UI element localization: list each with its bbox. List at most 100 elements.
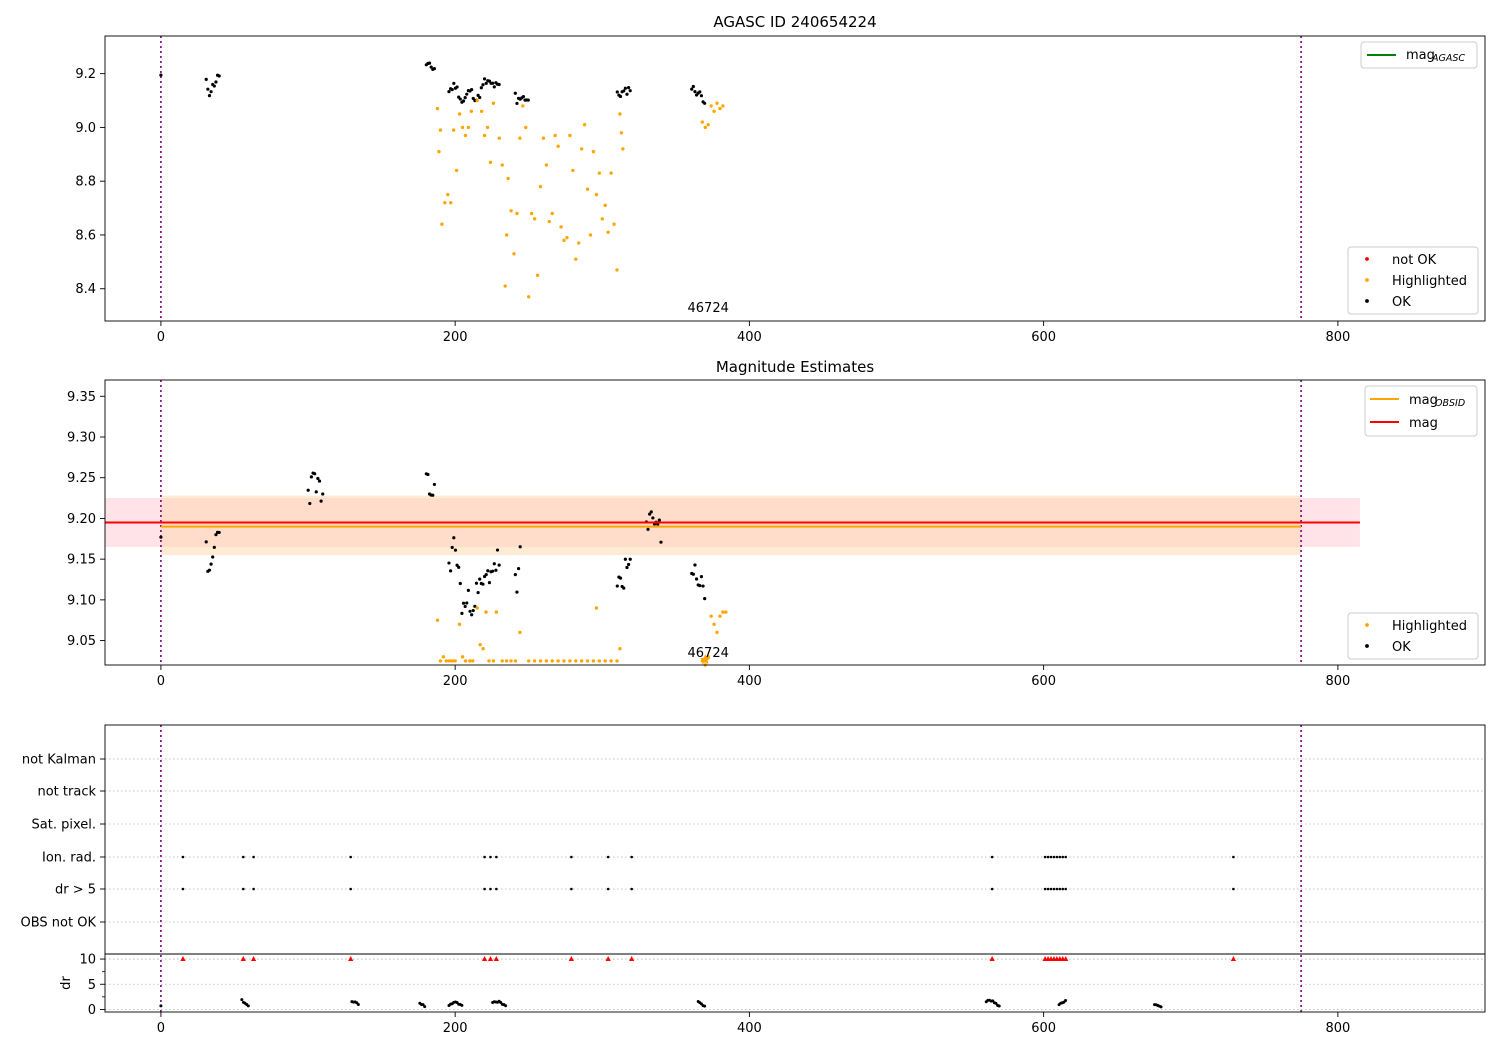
- dr-clipped-marker: [605, 956, 611, 962]
- flag-point: [1043, 855, 1047, 859]
- flag-point: [181, 855, 185, 859]
- flag-point: [1049, 855, 1053, 859]
- data-point: [469, 109, 474, 113]
- data-point: [646, 527, 650, 531]
- flag-point: [1052, 855, 1056, 859]
- flag-category-label: OBS not OK: [21, 916, 97, 931]
- data-point: [212, 545, 216, 549]
- data-point: [435, 618, 440, 622]
- data-point: [463, 133, 468, 138]
- data-point: [211, 555, 215, 559]
- dr-point: [1159, 1005, 1163, 1009]
- data-point: [612, 222, 616, 226]
- data-point: [515, 101, 519, 106]
- legend-label: not OK: [1392, 253, 1437, 268]
- data-point: [503, 284, 507, 288]
- data-point: [448, 569, 453, 573]
- flag-category-label: not Kalman: [22, 753, 96, 768]
- data-point: [698, 584, 702, 588]
- data-point: [494, 568, 498, 572]
- axes-frame: [104, 35, 1486, 322]
- y-tick-label: 10: [79, 953, 96, 968]
- series-highlighted: [435, 98, 725, 299]
- y-tick-label: 9.2: [75, 67, 96, 82]
- data-point: [509, 209, 513, 213]
- dr-point: [240, 998, 244, 1002]
- flag-point: [1055, 887, 1059, 891]
- data-point: [494, 610, 499, 614]
- data-point: [429, 65, 433, 69]
- data-point: [504, 233, 509, 237]
- data-point: [623, 86, 627, 90]
- dr-clipped-marker: [487, 956, 494, 962]
- data-point: [482, 133, 487, 138]
- data-point: [455, 85, 459, 89]
- data-point: [466, 125, 471, 130]
- dr-point: [460, 1003, 464, 1007]
- data-point: [308, 501, 312, 506]
- legend-points: Highlighted OK: [1347, 612, 1479, 660]
- data-point: [486, 569, 490, 573]
- data-point: [515, 211, 519, 216]
- dr-point: [423, 1005, 427, 1009]
- data-point: [451, 128, 456, 132]
- flag-point: [1043, 887, 1047, 891]
- data-point: [432, 66, 437, 71]
- dr-clipped-marker: [568, 956, 574, 962]
- series-ok: [159, 61, 707, 106]
- data-point: [597, 659, 602, 663]
- data-point: [594, 606, 599, 610]
- data-point: [565, 235, 569, 240]
- data-point: [571, 168, 575, 173]
- data-point: [457, 112, 462, 116]
- data-point: [447, 659, 451, 663]
- legend-label-subscript: AGASC: [1431, 53, 1465, 64]
- data-point: [463, 604, 467, 609]
- data-point: [479, 86, 483, 90]
- dr-clipped-marker: [989, 956, 995, 962]
- flag-point: [1232, 887, 1235, 891]
- data-point: [718, 614, 722, 618]
- panel-dr: 0 5 10 dr 0 200 400 600 800: [59, 953, 1486, 1036]
- data-point: [568, 133, 572, 138]
- legend-frame: [1347, 246, 1479, 315]
- dr-point: [703, 1004, 707, 1008]
- data-point: [529, 211, 534, 216]
- data-point: [591, 149, 596, 154]
- x-tick-label: 800: [1325, 674, 1350, 689]
- data-point: [484, 610, 488, 614]
- data-point: [491, 659, 496, 663]
- data-point: [693, 563, 697, 567]
- data-point: [513, 573, 517, 577]
- y-tick-label: 9.25: [67, 471, 96, 486]
- data-point: [618, 576, 623, 580]
- data-point: [470, 613, 474, 617]
- data-point: [588, 233, 593, 237]
- data-point: [618, 94, 623, 99]
- data-point: [458, 97, 462, 101]
- x-tick-label: 800: [1325, 1021, 1350, 1036]
- data-point: [457, 622, 462, 626]
- data-point: [463, 96, 467, 100]
- data-point: [481, 83, 485, 87]
- flag-point: [570, 887, 573, 891]
- magnitude-band: [160, 495, 1302, 556]
- data-point: [579, 147, 584, 151]
- data-point: [625, 92, 629, 96]
- data-point: [657, 518, 661, 522]
- data-point: [435, 106, 440, 111]
- flag-category-label: not track: [37, 785, 96, 800]
- flag-point: [990, 887, 994, 891]
- data-point: [538, 659, 543, 663]
- y-tick-label: 9.20: [67, 512, 96, 527]
- legend-marker: [1365, 257, 1369, 261]
- data-point: [495, 548, 500, 552]
- legend-marker: [1365, 299, 1369, 303]
- data-point: [619, 131, 624, 135]
- x-tick-label: 400: [737, 1021, 762, 1036]
- flag-point: [1055, 855, 1059, 859]
- data-point: [568, 659, 572, 663]
- data-point: [471, 659, 475, 663]
- data-point: [450, 659, 454, 663]
- x-tick-label: 600: [1031, 674, 1056, 689]
